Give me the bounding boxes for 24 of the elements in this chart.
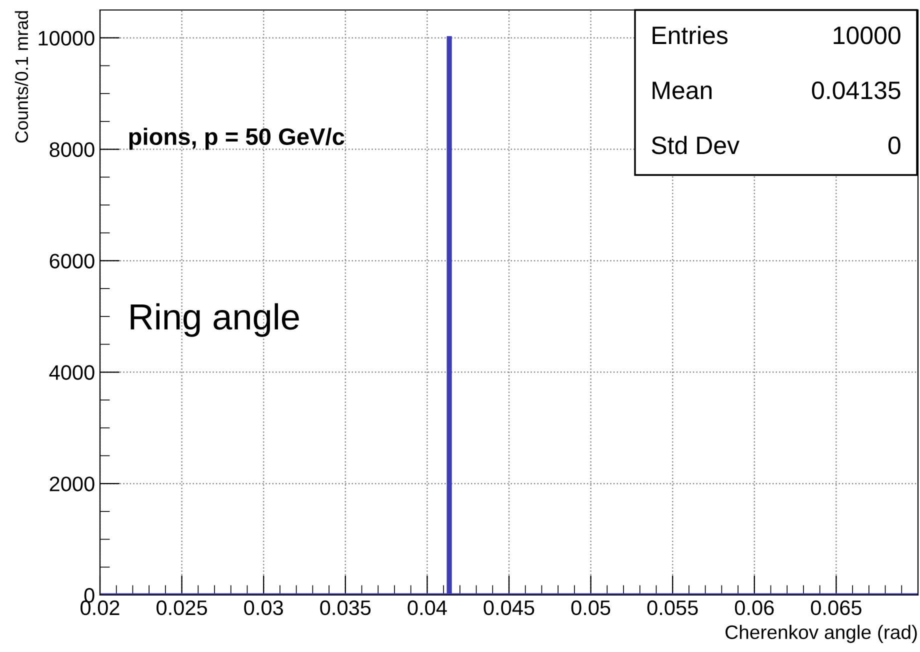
x-tick-label: 0.055 — [647, 600, 698, 616]
y-tick-label: 6000 — [50, 254, 94, 268]
annotation: 0.04135 — [812, 82, 900, 100]
y-tick-label: 10000 — [38, 30, 94, 46]
y-tick-label: 8000 — [50, 142, 94, 158]
x-tick-label: 0.06 — [734, 600, 774, 616]
annotation: Ring angle — [130, 303, 299, 337]
x-tick-label: 0.04 — [408, 600, 447, 616]
x-tick-label: 0.065 — [810, 600, 862, 616]
x-tick-label: 0.045 — [484, 600, 534, 616]
x-axis-title: Cherenkov angle (rad) — [726, 624, 917, 643]
annotation: 0 — [888, 136, 900, 154]
x-tick-label: 0.03 — [244, 600, 283, 616]
annotation: Mean — [652, 82, 712, 100]
annotation: pions, p = 50 GeV/c — [129, 128, 344, 150]
x-tick-label: 0.035 — [320, 600, 371, 616]
y-tick-label: 2000 — [50, 476, 94, 492]
y-tick-label: 4000 — [49, 365, 94, 380]
annotation: 10000 — [834, 26, 900, 44]
x-tick-label: 0.05 — [571, 600, 610, 616]
x-tick-label: 0.025 — [156, 600, 207, 616]
annotation: Std Dev — [652, 136, 740, 154]
y-axis-title: Counts/0.1 mrad — [14, 11, 28, 143]
annotation: Entries — [652, 26, 728, 44]
